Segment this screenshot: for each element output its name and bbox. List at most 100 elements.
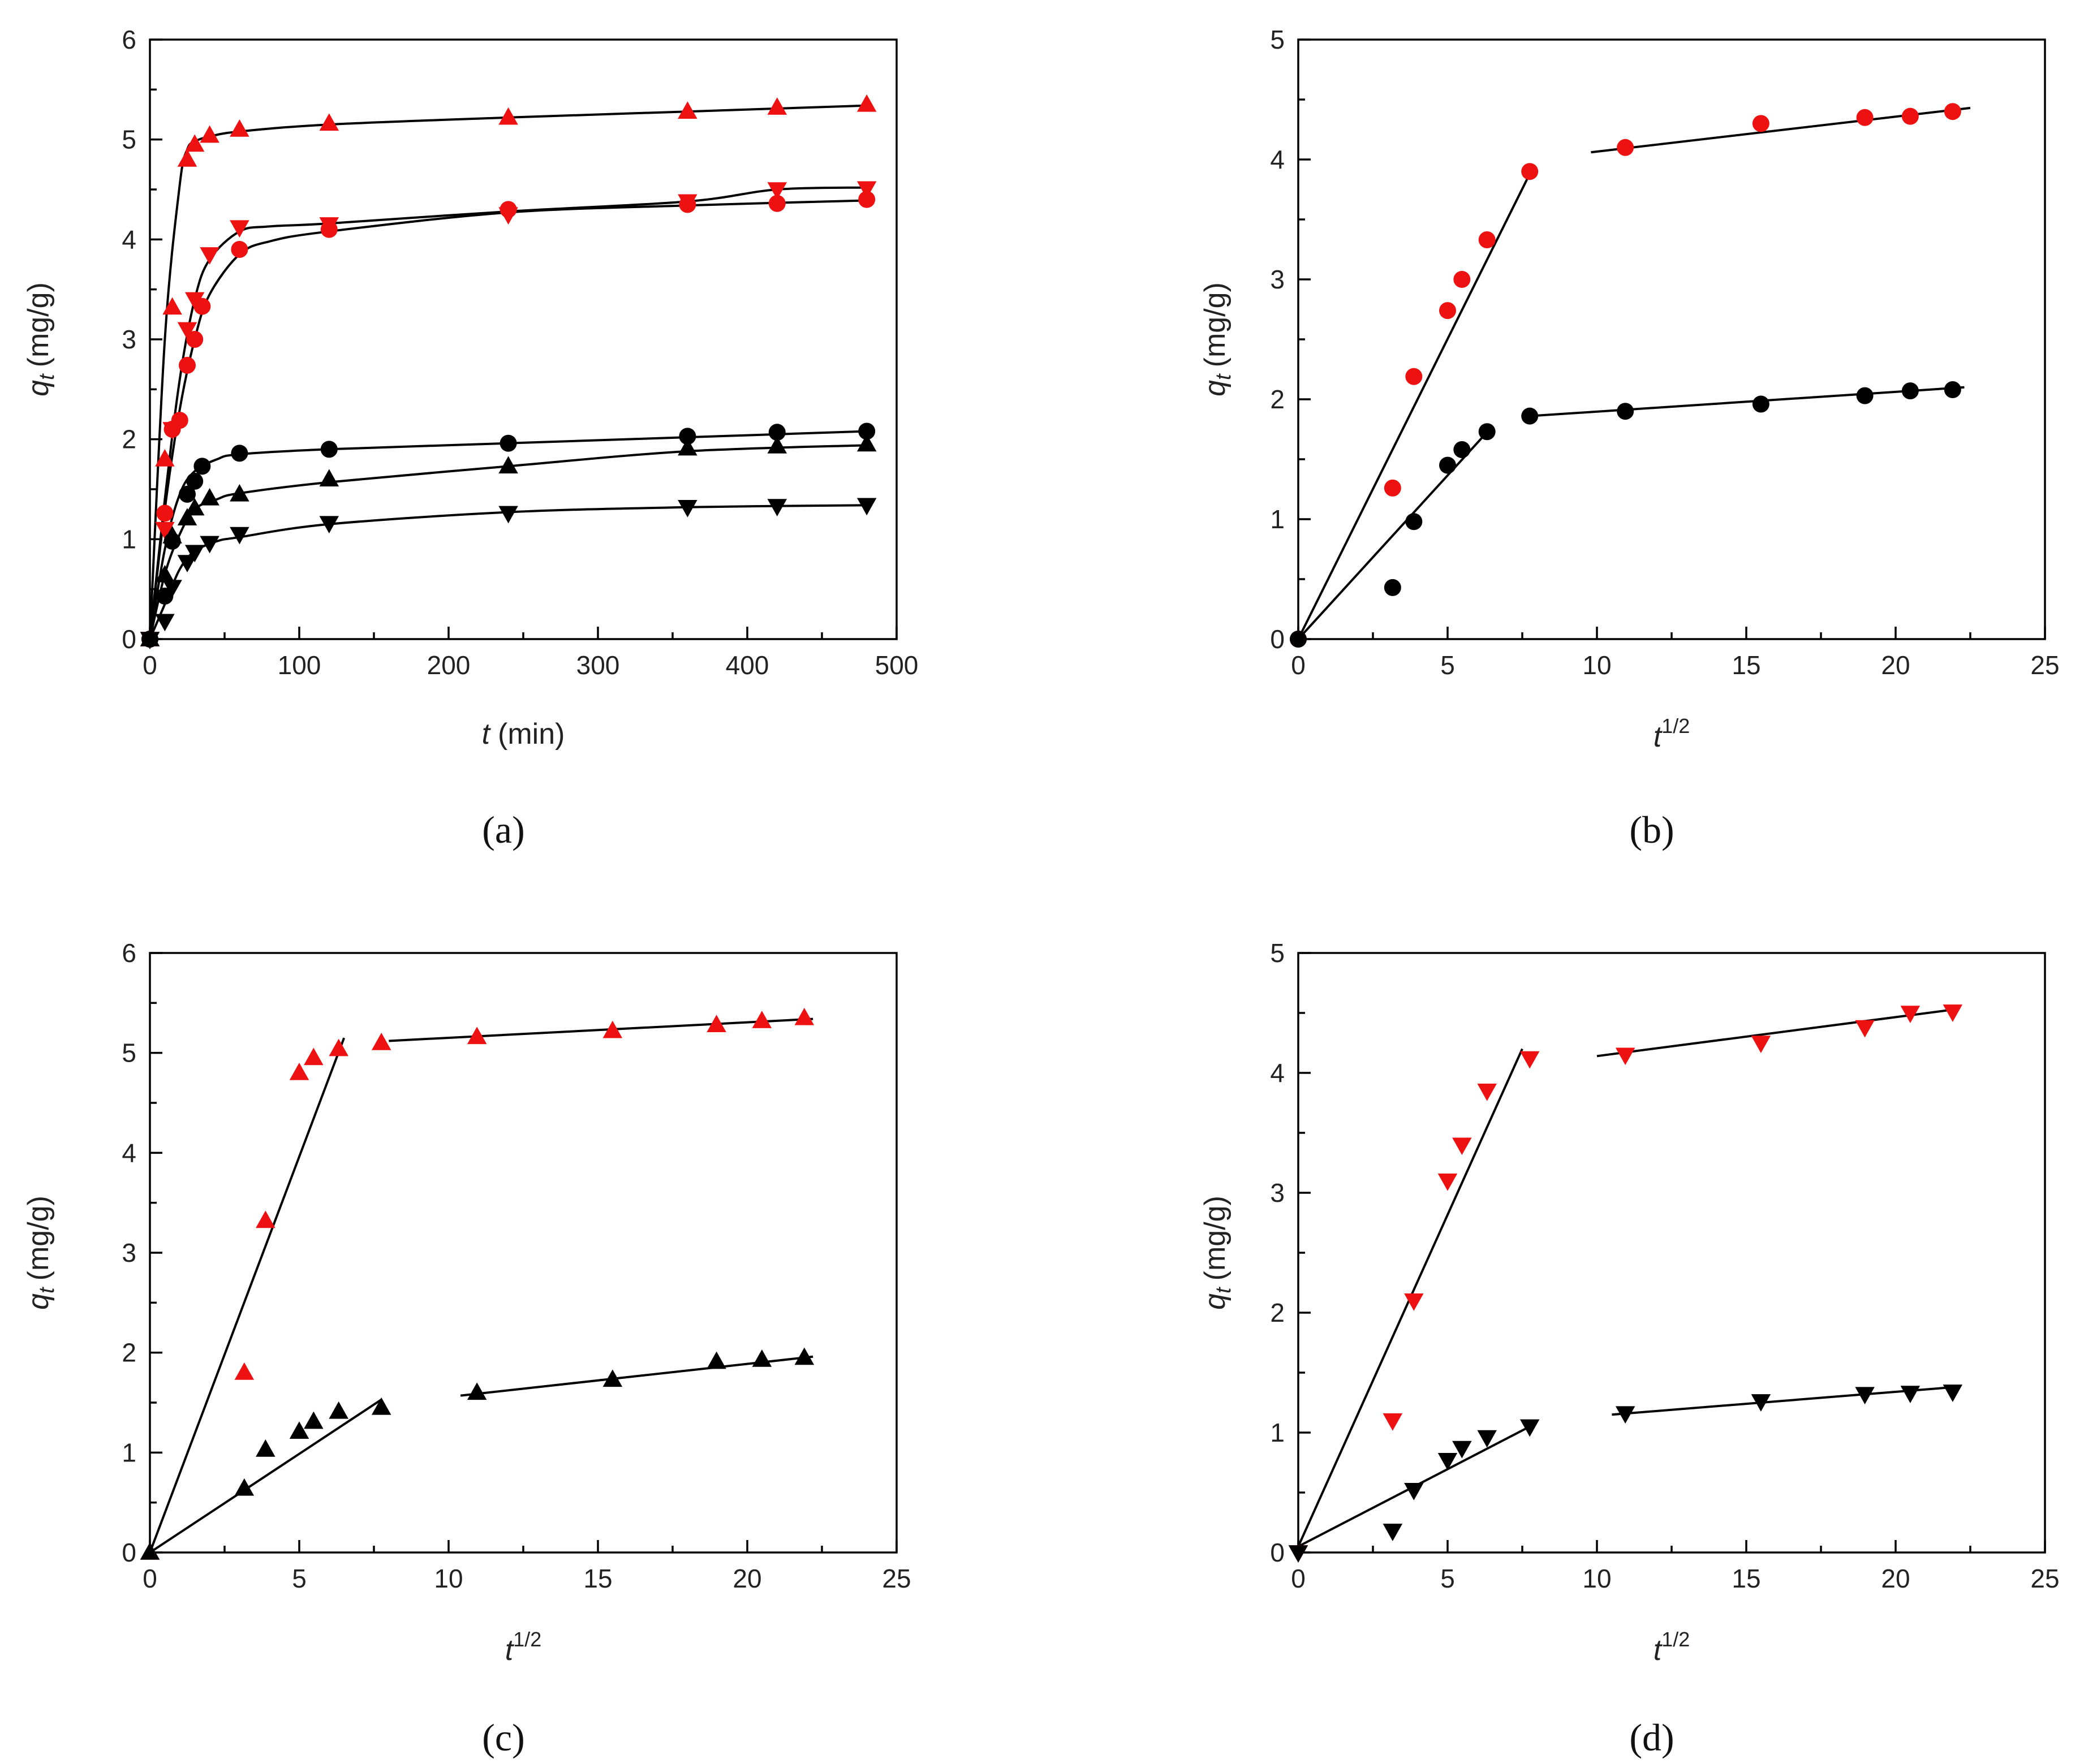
y-axis-label-main: q — [1199, 1293, 1232, 1310]
plot-frame — [1297, 38, 2046, 640]
y-tick-label: 0 — [1270, 1538, 1285, 1567]
y-axis-label-sub: t — [35, 1287, 59, 1293]
data-point-red-circle — [1439, 302, 1456, 320]
series-black-triangle-down — [1288, 1385, 1963, 1563]
y-tick-label: 4 — [1270, 1058, 1285, 1088]
data-point-red-triangle-down — [184, 292, 205, 310]
data-point-black-circle — [1384, 579, 1401, 596]
x-tick-label: 300 — [576, 650, 620, 680]
y-tick-label: 1 — [122, 524, 136, 554]
y-tick-label: 4 — [122, 1138, 136, 1167]
data-point-red-triangle-down — [1452, 1137, 1472, 1155]
data-point-red-circle — [858, 191, 876, 208]
data-point-black-circle — [193, 458, 211, 475]
fit-line-2 — [1596, 1008, 1956, 1058]
x-tick-label: 500 — [875, 650, 919, 680]
data-point-black-circle — [768, 424, 786, 441]
y-tick-label: 4 — [1270, 145, 1285, 174]
data-point-red-circle — [193, 297, 211, 315]
y-tick-label: 2 — [122, 1338, 136, 1368]
y-tick-label: 5 — [1270, 938, 1285, 968]
data-point-black-triangle-down — [1519, 1419, 1540, 1437]
series-black-triangle-up — [140, 434, 877, 646]
x-axis-label-main: t — [1654, 721, 1663, 753]
x-tick-label: 25 — [882, 1564, 911, 1593]
data-point-red-triangle-up — [230, 119, 249, 137]
data-point-red-circle — [1617, 139, 1634, 156]
data-point-red-triangle-up — [304, 1047, 324, 1066]
data-point-red-circle — [1752, 115, 1769, 132]
data-point-red-triangle-up — [234, 1362, 255, 1380]
data-point-red-triangle-down — [1404, 1293, 1424, 1311]
plot-area-d: 0 5 10 15 20 25 0 1 2 3 4 5 — [1270, 938, 2059, 1593]
data-point-black-circle — [1453, 441, 1471, 459]
data-point-black-triangle-up — [371, 1397, 391, 1415]
x-axis-label-sup: 1/2 — [1661, 1628, 1690, 1651]
data-point-black-circle — [231, 445, 248, 462]
fit-curve-black-triangle-up — [149, 444, 867, 640]
data-point-black-triangle-up — [329, 1401, 348, 1419]
y-tick-label: 1 — [1270, 504, 1285, 534]
x-tick-label: 15 — [1732, 650, 1760, 680]
data-point-red-circle — [1521, 163, 1539, 180]
data-point-black-triangle-down — [1452, 1440, 1472, 1459]
data-point-red-triangle-up — [467, 1027, 487, 1045]
data-point-black-triangle-down — [1404, 1483, 1424, 1500]
data-point-red-triangle-down — [200, 247, 219, 265]
fit-line-1 — [1297, 173, 1531, 640]
data-point-red-triangle-up — [200, 125, 219, 143]
series-red-circle — [1290, 103, 1961, 648]
x-tick-label: 20 — [733, 1564, 761, 1593]
data-point-black-circle — [1752, 395, 1769, 413]
series-red-triangle-down — [140, 181, 877, 649]
x-tick-label: 0 — [1291, 650, 1306, 680]
y-axis-label-suffix: (mg/g) — [22, 1196, 55, 1280]
data-point-red-triangle-down — [767, 182, 787, 200]
data-point-red-circle — [1453, 271, 1471, 288]
data-point-black-triangle-down — [184, 545, 205, 563]
x-tick-label: 10 — [1582, 650, 1611, 680]
x-axis-label-b: t1/2 — [1654, 714, 1690, 753]
fit-line-2 — [389, 1017, 813, 1042]
y-axis-label-b: qt (mg/g) — [1199, 282, 1235, 396]
data-point-red-triangle-down — [230, 220, 249, 238]
data-point-red-triangle-down — [1943, 1004, 1963, 1022]
data-point-red-triangle-up — [329, 1038, 348, 1056]
data-point-black-triangle-down — [155, 614, 175, 632]
data-point-black-triangle-down — [200, 536, 219, 554]
data-point-red-triangle-down — [1383, 1413, 1403, 1431]
data-point-black-triangle-down — [1615, 1406, 1635, 1424]
fit-curve-red-triangle-down — [149, 186, 867, 640]
y-tick-label: 0 — [122, 1538, 136, 1567]
data-point-red-triangle-up — [256, 1210, 275, 1228]
x-tick-label: 15 — [583, 1564, 612, 1593]
data-point-red-triangle-up — [184, 134, 205, 152]
data-point-black-triangle-up — [767, 436, 787, 454]
data-point-red-triangle-up — [155, 449, 175, 467]
data-point-black-triangle-up — [498, 456, 518, 474]
fit-curve-red-circle — [149, 199, 867, 640]
data-point-red-triangle-up — [767, 97, 787, 115]
x-tick-label: 0 — [1291, 1564, 1306, 1593]
data-point-black-triangle-down — [230, 527, 249, 545]
data-point-black-triangle-down — [1855, 1387, 1875, 1405]
data-point-black-triangle-up — [140, 1542, 160, 1560]
series-black-circle — [1290, 381, 1961, 648]
data-point-red-triangle-down — [155, 521, 175, 540]
data-point-red-circle — [679, 196, 696, 213]
y-axis-label-a: qt (mg/g) — [22, 282, 59, 396]
data-point-black-triangle-up — [602, 1369, 623, 1387]
x-tick-label: 20 — [1881, 1564, 1910, 1593]
panel-caption-c: (c) — [482, 1716, 524, 1759]
data-point-black-triangle-down — [1477, 1430, 1497, 1448]
y-tick-label: 5 — [1270, 25, 1285, 54]
data-point-black-triangle-down — [678, 500, 697, 517]
plot-frame — [1297, 952, 2046, 1554]
y-tick-label: 5 — [122, 125, 136, 154]
data-point-red-triangle-down — [177, 322, 197, 340]
series-black-triangle-up — [140, 1347, 815, 1560]
